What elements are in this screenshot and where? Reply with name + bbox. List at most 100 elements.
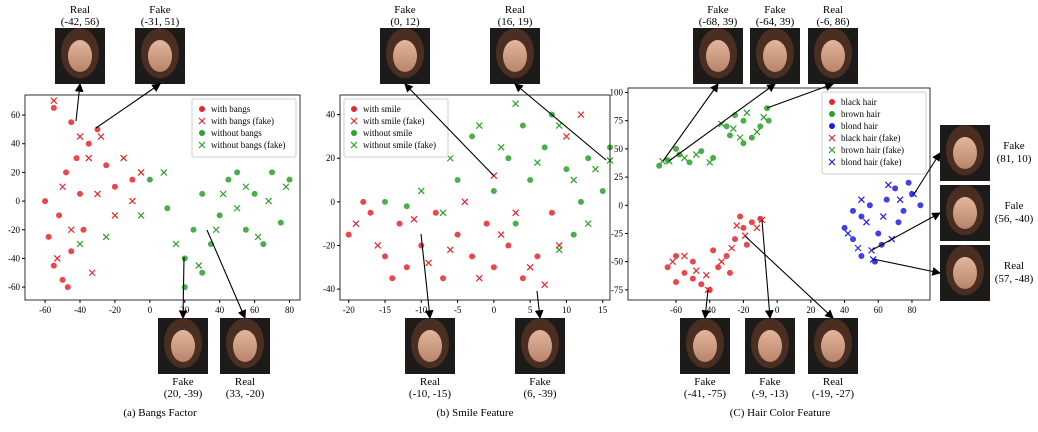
annotation-point: (-64, 39)	[756, 16, 795, 28]
point	[76, 240, 84, 248]
point	[563, 166, 570, 173]
legend-label: blond hair	[841, 121, 878, 131]
legend-marker	[199, 130, 205, 136]
point	[686, 159, 693, 166]
legend-marker	[351, 106, 357, 112]
point	[45, 233, 52, 240]
point	[88, 269, 96, 277]
point	[753, 128, 761, 136]
point	[879, 213, 887, 220]
legend-marker	[829, 123, 835, 129]
annotation-point: (-41, -75)	[684, 388, 726, 400]
annotation-label: Fake	[707, 4, 729, 16]
point	[737, 213, 744, 220]
point	[505, 155, 512, 162]
legend-label: blond hair (fake)	[841, 157, 901, 167]
x-tick-label: 20	[180, 305, 190, 315]
legend-marker	[829, 111, 835, 117]
point	[120, 154, 128, 162]
arrow	[913, 152, 941, 195]
annotation-label: Fake	[172, 376, 194, 388]
point	[512, 220, 519, 227]
point	[895, 219, 902, 226]
y-tick-label: 40	[326, 110, 336, 120]
y-tick-label: 0	[16, 196, 21, 206]
point	[753, 224, 761, 232]
point	[664, 264, 671, 271]
y-tick-label: -60	[8, 282, 20, 292]
point	[533, 159, 541, 167]
point	[512, 209, 520, 217]
x-tick-label: 40	[840, 305, 850, 315]
point	[219, 190, 227, 198]
arrow	[534, 290, 544, 320]
chart: -60 -40 -20 0 20 40 60 80-75-50-250255075100bla…	[610, 4, 1034, 419]
legend-marker	[351, 130, 357, 136]
face-skin	[233, 330, 257, 362]
point	[469, 253, 476, 260]
point	[854, 244, 862, 252]
point	[483, 220, 490, 227]
point	[233, 204, 241, 212]
y-tick-label: 40	[11, 139, 21, 149]
point	[884, 181, 892, 189]
point	[698, 148, 705, 155]
x-tick-label: -60	[39, 305, 51, 315]
point	[367, 209, 374, 216]
annotation-point: (81, 10)	[997, 153, 1032, 165]
x-tick-label: 60	[874, 305, 884, 315]
legend-marker	[198, 117, 206, 125]
point	[360, 198, 367, 205]
annotation-label: Fake	[694, 376, 716, 388]
point	[432, 209, 439, 216]
legend-box	[191, 98, 297, 158]
point	[403, 264, 410, 271]
arrow	[206, 229, 246, 320]
x-tick-label: 0	[492, 305, 497, 315]
annotation-point: (-19, -27)	[812, 388, 854, 400]
point	[490, 264, 497, 271]
point	[892, 185, 899, 192]
point	[732, 236, 739, 243]
arrow	[95, 83, 161, 129]
point	[710, 154, 717, 161]
annotation-label: Fake	[149, 4, 171, 16]
x-tick-label: -40	[74, 305, 86, 315]
y-tick-label: 75	[614, 116, 624, 126]
point	[726, 132, 733, 139]
point	[410, 215, 418, 223]
point	[844, 230, 852, 237]
point	[689, 275, 696, 282]
point	[868, 246, 875, 254]
point	[440, 275, 447, 282]
point	[765, 117, 772, 124]
annotation-label: Fake	[394, 4, 416, 16]
point	[592, 165, 599, 173]
x-tick-label: -5	[454, 305, 462, 315]
point	[269, 169, 276, 176]
point	[497, 231, 505, 238]
point	[80, 226, 87, 233]
point	[883, 196, 890, 203]
point	[512, 100, 520, 108]
point	[352, 220, 360, 228]
point	[858, 253, 865, 260]
point	[277, 219, 284, 226]
caption: (C) Hair Color Feature	[730, 407, 831, 419]
legend-label: without smile (fake)	[363, 140, 436, 150]
point	[585, 155, 592, 162]
y-tick-label: -40	[8, 253, 20, 263]
point	[875, 230, 882, 237]
annotation-label: Real	[1004, 260, 1024, 272]
arrow	[420, 233, 434, 320]
point	[77, 190, 83, 197]
point	[748, 134, 755, 141]
y-tick-label: -20	[8, 225, 20, 235]
point	[76, 133, 84, 140]
point	[555, 122, 563, 129]
legend-label: with smile (fake)	[363, 116, 424, 126]
face-skin	[953, 197, 977, 229]
point	[908, 191, 915, 197]
y-tick-label: 20	[11, 167, 21, 177]
legend-label: without bangs (fake)	[211, 140, 285, 150]
